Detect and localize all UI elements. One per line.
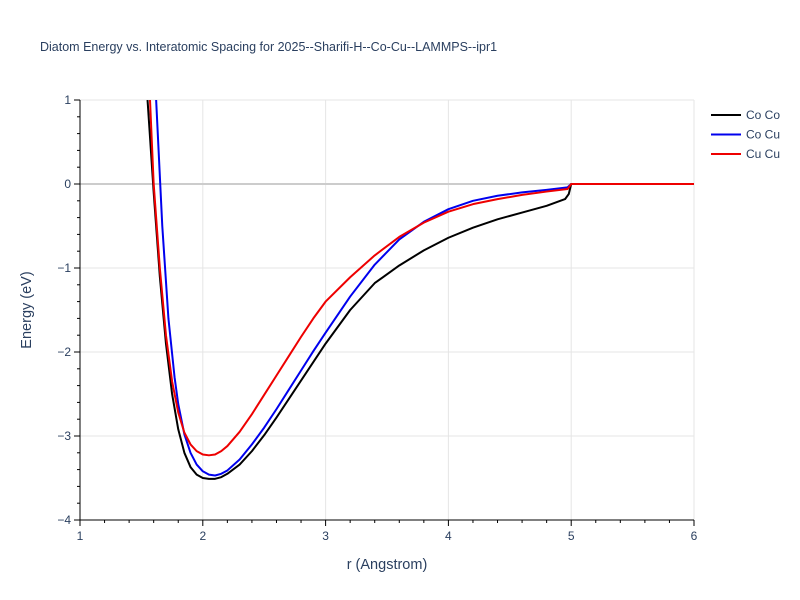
y-tick-label: −3	[57, 429, 71, 443]
y-tick-label: −2	[57, 345, 71, 359]
x-tick-label: 3	[322, 529, 329, 543]
x-tick-label: 2	[199, 529, 206, 543]
x-tick-label: 6	[691, 529, 698, 543]
x-axis-title: r (Angstrom)	[347, 557, 428, 573]
series-lines	[146, 100, 694, 480]
series-line-cu-cu	[149, 100, 694, 457]
y-tick-label: 0	[64, 177, 71, 191]
x-tick-label: 5	[568, 529, 575, 543]
series-line-co-co	[146, 100, 694, 480]
y-tick-label: −1	[57, 261, 71, 275]
legend-label-cu-cu: Cu Cu	[746, 147, 780, 161]
series-line-co-cu	[155, 100, 694, 477]
chart-title: Diatom Energy vs. Interatomic Spacing fo…	[40, 40, 497, 54]
y-tick-label: 1	[64, 93, 71, 107]
axes: 1 2 3 4 5 6 −4 −3 −2 −1 0 1	[57, 93, 697, 543]
legend-label-co-co: Co Co	[746, 108, 780, 122]
x-tick-label: 4	[445, 529, 452, 543]
y-tick-label: −4	[57, 513, 71, 527]
legend: Co Co Co Cu Cu Cu	[711, 108, 780, 161]
grid-lines	[80, 99, 695, 520]
legend-label-co-cu: Co Cu	[746, 128, 780, 142]
x-tick-label: 1	[77, 529, 84, 543]
y-axis-title: Energy (eV)	[19, 271, 35, 348]
